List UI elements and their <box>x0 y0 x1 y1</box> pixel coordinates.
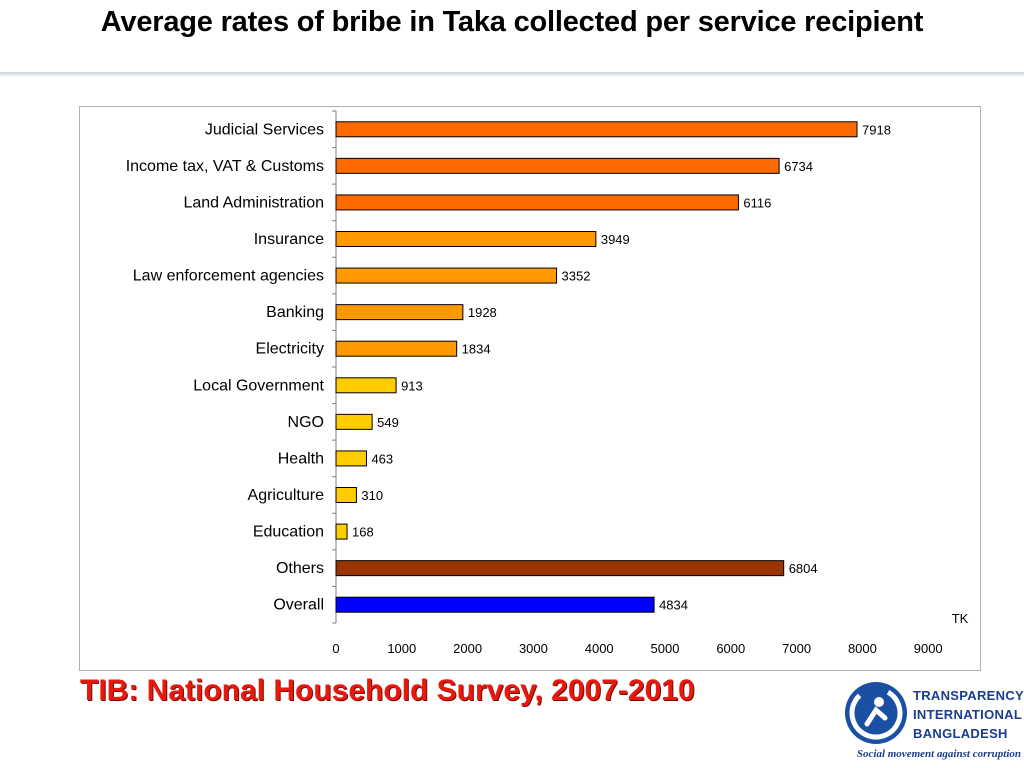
value-label: 168 <box>352 525 374 540</box>
bar-banking <box>335 304 464 321</box>
x-tick-label: 4000 <box>585 641 614 656</box>
bar-others <box>335 560 785 577</box>
category-label: Education <box>253 524 324 541</box>
bar-law-enforcement-agencies <box>335 267 558 284</box>
ti-bangladesh-logo: TRANSPARENCY INTERNATIONAL BANGLADESH So… <box>843 680 1024 766</box>
x-tick-label: 2000 <box>453 641 482 656</box>
bar-income-tax-vat-customs <box>335 157 780 174</box>
value-label: 1834 <box>462 342 491 357</box>
chart-frame: Judicial Services 7918 Income tax, VAT & C… <box>79 106 981 671</box>
value-label: 3949 <box>601 232 630 247</box>
value-label: 3352 <box>562 269 591 284</box>
category-label: Judicial Services <box>205 121 324 138</box>
value-label: 463 <box>371 451 393 466</box>
value-label: 310 <box>361 488 383 503</box>
bar-local-government <box>335 377 397 394</box>
x-tick-label: 0 <box>332 641 339 656</box>
logo-wordmark: TRANSPARENCY INTERNATIONAL BANGLADESH <box>913 686 1024 743</box>
category-label: Insurance <box>254 231 324 248</box>
value-label: 1928 <box>468 305 497 320</box>
bar-electricity <box>335 340 458 357</box>
x-tick-label: 1000 <box>387 641 416 656</box>
category-label: Banking <box>266 304 324 321</box>
category-label: NGO <box>288 414 324 431</box>
category-label: Local Government <box>193 377 324 394</box>
title-divider <box>0 72 1024 78</box>
x-tick-label: 9000 <box>914 641 943 656</box>
category-label: Land Administration <box>183 194 324 211</box>
value-label: 7918 <box>862 122 891 137</box>
category-label: Overall <box>273 597 324 614</box>
value-label: 6804 <box>789 561 818 576</box>
category-label: Others <box>276 560 324 577</box>
bar-health <box>335 450 367 467</box>
value-label: 549 <box>377 415 399 430</box>
bar-judicial-services <box>335 121 858 138</box>
logo-emblem-icon <box>845 682 907 744</box>
x-tick-label: 7000 <box>782 641 811 656</box>
bar-education <box>335 523 348 540</box>
bar-chart: Judicial Services 7918 Income tax, VAT & C… <box>126 110 969 656</box>
category-label: Electricity <box>256 341 324 358</box>
x-tick-label: 3000 <box>519 641 548 656</box>
category-label: Law enforcement agencies <box>133 268 324 285</box>
bar-agriculture <box>335 487 357 503</box>
logo-line-1: TRANSPARENCY <box>913 688 1024 703</box>
bar-ngo <box>335 413 373 430</box>
value-label: 6116 <box>743 195 771 210</box>
logo-tagline: Social movement against corruption <box>856 748 1021 760</box>
category-label: Agriculture <box>248 487 325 504</box>
bar-insurance <box>335 231 597 247</box>
x-tick-label: 8000 <box>848 641 877 656</box>
category-label: Income tax, VAT & Customs <box>126 158 324 175</box>
logo-line-2: INTERNATIONAL <box>913 707 1023 722</box>
slide-title: Average rates of bribe in Taka collected… <box>100 6 924 38</box>
unit-label: TK <box>952 611 969 626</box>
category-label: Health <box>278 450 324 467</box>
value-label: 913 <box>401 378 423 393</box>
x-tick-label: 5000 <box>651 641 680 656</box>
value-label: 6734 <box>784 159 813 174</box>
logo-line-3: BANGLADESH <box>913 726 1008 741</box>
bar-overall <box>335 596 655 613</box>
bar-land-administration <box>335 194 739 211</box>
x-tick-label: 6000 <box>716 641 745 656</box>
source-caption: TIB: National Household Survey, 2007-201… <box>80 674 695 707</box>
value-label: 4834 <box>659 598 688 613</box>
